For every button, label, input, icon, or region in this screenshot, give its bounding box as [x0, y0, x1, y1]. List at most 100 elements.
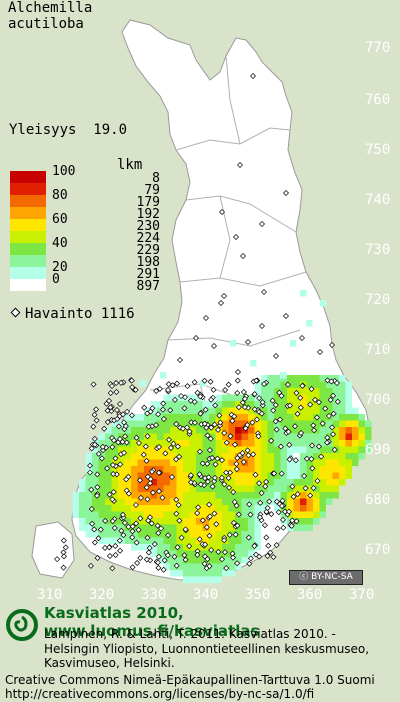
- observation-marker: [202, 541, 209, 548]
- grid-cell: [339, 414, 346, 421]
- grid-cell: [274, 407, 281, 414]
- grid-cell: [215, 511, 222, 518]
- grid-cell: [157, 453, 164, 460]
- grid-cell: [287, 414, 294, 421]
- grid-cell: [306, 388, 313, 395]
- grid-cell: [144, 414, 151, 421]
- grid-cell: [293, 394, 300, 401]
- grid-cell: [98, 492, 105, 499]
- grid-cell: [124, 446, 131, 453]
- grid-cell: [157, 537, 164, 544]
- observation-marker: [297, 404, 304, 411]
- grid-cell: [313, 388, 320, 395]
- grid-cell: [202, 453, 209, 460]
- grid-cell: [267, 375, 274, 382]
- grid-cell: [105, 531, 112, 538]
- observation-marker: [292, 457, 299, 464]
- observation-marker: [272, 418, 279, 425]
- observation-marker: [312, 396, 319, 403]
- grid-cell: [241, 433, 248, 440]
- grid-cell: [105, 446, 112, 453]
- grid-cell: [215, 563, 222, 570]
- observation-marker: [167, 444, 174, 451]
- grid-cell: [176, 524, 183, 531]
- observation-marker: [123, 476, 130, 483]
- observation-marker: [227, 433, 234, 440]
- grid-cell: [293, 459, 300, 466]
- grid-cell: [124, 420, 131, 427]
- observation-marker: [203, 424, 210, 431]
- grid-cell: [79, 498, 86, 505]
- observation-marker: [89, 520, 96, 527]
- grid-cell: [345, 388, 352, 395]
- grid-cell: [202, 544, 209, 551]
- grid-cell: [144, 446, 151, 453]
- grid-cell: [209, 570, 216, 577]
- grid-cell: [274, 446, 281, 453]
- grid-cell: [137, 505, 144, 512]
- grid-cell: [241, 505, 248, 512]
- observation-marker: [144, 433, 151, 440]
- grid-cell: [352, 440, 359, 447]
- observation-marker: [274, 525, 281, 532]
- observation-marker: [330, 410, 337, 417]
- grid-cell: [183, 433, 190, 440]
- license-url-link[interactable]: http://creativecommons.org/licenses/by-n…: [5, 687, 315, 701]
- grid-cell: [352, 433, 359, 440]
- grid-cell: [332, 453, 339, 460]
- grid-cell: [118, 498, 125, 505]
- grid-cell: [241, 420, 248, 427]
- grid-cell: [274, 466, 281, 473]
- grid-cell: [222, 401, 229, 408]
- citation-line: Lampinen, R. & Lahti, T. 2011: Kasviatla…: [44, 627, 336, 641]
- observation-marker: [94, 471, 101, 478]
- observation-marker: [182, 556, 189, 563]
- grid-cell: [98, 518, 105, 525]
- grid-cell: [215, 485, 222, 492]
- grid-cell: [79, 505, 86, 512]
- observation-marker: [116, 537, 123, 544]
- grid-cell: [196, 492, 203, 499]
- grid-cell: [189, 524, 196, 531]
- observation-marker: [235, 404, 242, 411]
- observation-marker: [206, 447, 213, 454]
- grid-cell: [222, 544, 229, 551]
- grid-cell: [319, 433, 326, 440]
- grid-cell: [274, 440, 281, 447]
- grid-cell: [293, 479, 300, 486]
- observation-marker: [273, 498, 280, 505]
- grid-cell: [124, 433, 131, 440]
- grid-cell: [118, 472, 125, 479]
- observation-marker: [225, 474, 232, 481]
- observation-marker: [111, 525, 118, 532]
- grid-cell: [189, 466, 196, 473]
- grid-cell: [150, 453, 157, 460]
- grid-cell: [332, 401, 339, 408]
- grid-cell: [274, 453, 281, 460]
- observation-marker: [329, 342, 335, 348]
- grid-cell: [215, 446, 222, 453]
- observation-marker: [303, 455, 310, 462]
- legend-swatch: [10, 207, 46, 219]
- grid-cell: [228, 466, 235, 473]
- grid-cell: [137, 511, 144, 518]
- grid-cell: [131, 518, 138, 525]
- grid-cell: [326, 420, 333, 427]
- cc-license-badge[interactable]: ⓒ BY-NC-SA: [289, 570, 363, 585]
- grid-cell: [313, 459, 320, 466]
- grid-cell: [319, 401, 326, 408]
- observation-marker: [91, 441, 98, 448]
- grid-cell: [98, 459, 105, 466]
- grid-cell: [352, 414, 359, 421]
- grid-cell: [345, 401, 352, 408]
- grid-cell: [306, 518, 313, 525]
- grid-cell: [313, 511, 320, 518]
- observation-marker: [221, 537, 228, 544]
- footer-title-link[interactable]: Kasviatlas 2010, www.luomus.fi/kasviatla…: [44, 604, 260, 640]
- grid-cell: [352, 453, 359, 460]
- grid-cell: [163, 518, 170, 525]
- grid-cell: [313, 375, 320, 382]
- grid-cell: [202, 485, 209, 492]
- observation-marker: [255, 433, 262, 440]
- grid-cell: [131, 446, 138, 453]
